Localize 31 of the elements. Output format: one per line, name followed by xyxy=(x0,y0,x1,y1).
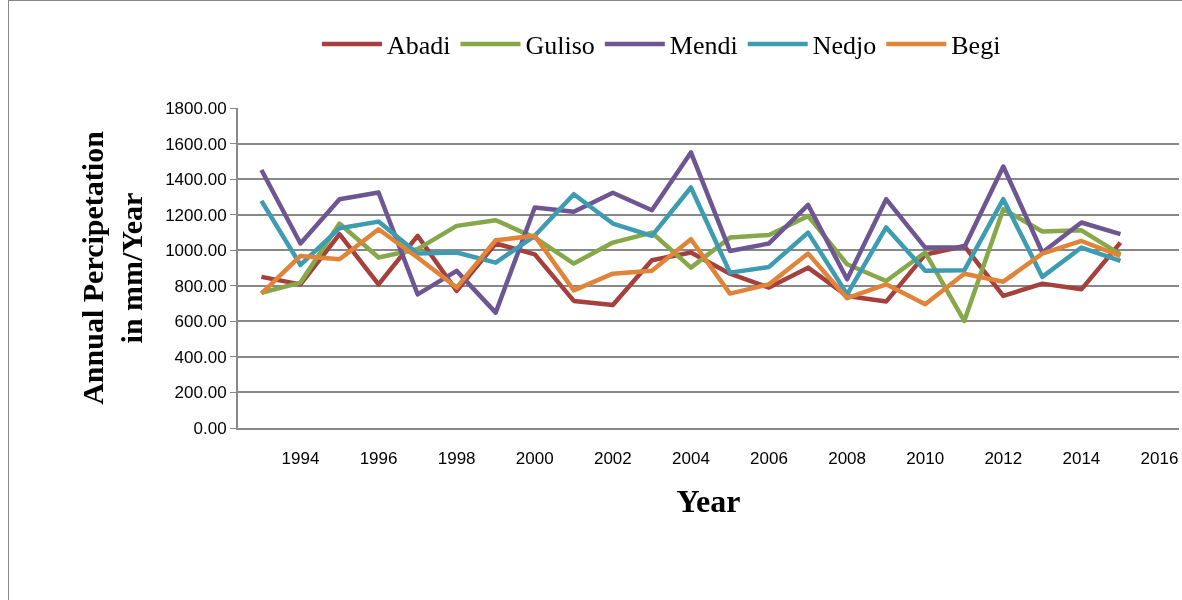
x-tick-label: 2014 xyxy=(1062,449,1101,469)
x-tick-label: 2006 xyxy=(750,449,788,469)
y-tick-label: 200.00 xyxy=(174,383,227,403)
x-tick-label: 1996 xyxy=(359,449,398,469)
x-axis-title: Year xyxy=(676,482,741,519)
x-tick-label: 2010 xyxy=(906,449,945,469)
y-tick-label: 1200.00 xyxy=(165,205,227,225)
x-tick-label: 2004 xyxy=(672,449,710,469)
legend-label: Guliso xyxy=(525,31,595,61)
x-tick-label: 2016 xyxy=(1140,449,1179,469)
legend-label: Abadi xyxy=(386,31,451,61)
x-tick-label: 1994 xyxy=(281,449,320,469)
y-tick-label: 1800.00 xyxy=(165,98,227,118)
y-axis-title: Annual Percipetation in mm/Year xyxy=(75,130,148,405)
legend-label: Begi xyxy=(951,31,1001,61)
x-tick-label: 2002 xyxy=(593,449,632,469)
y-tick-label: 400.00 xyxy=(174,347,227,367)
y-tick-label: 0.00 xyxy=(193,418,227,438)
y-tick-label: 1600.00 xyxy=(165,134,227,154)
y-tick-label: 1400.00 xyxy=(165,170,227,190)
x-tick-label: 1998 xyxy=(437,449,476,469)
y-tick-label: 600.00 xyxy=(174,312,227,332)
line-series xyxy=(259,185,1123,297)
legend-label: Mendi xyxy=(669,31,738,61)
x-tick-label: 2000 xyxy=(515,449,554,469)
legend-label: Nedjo xyxy=(812,31,877,61)
x-tick-label: 2012 xyxy=(984,449,1023,469)
x-tick-label: 2008 xyxy=(828,449,867,469)
y-tick-label: 800.00 xyxy=(174,276,227,296)
line-series xyxy=(259,150,1123,315)
y-tick-label: 1000.00 xyxy=(165,241,227,261)
